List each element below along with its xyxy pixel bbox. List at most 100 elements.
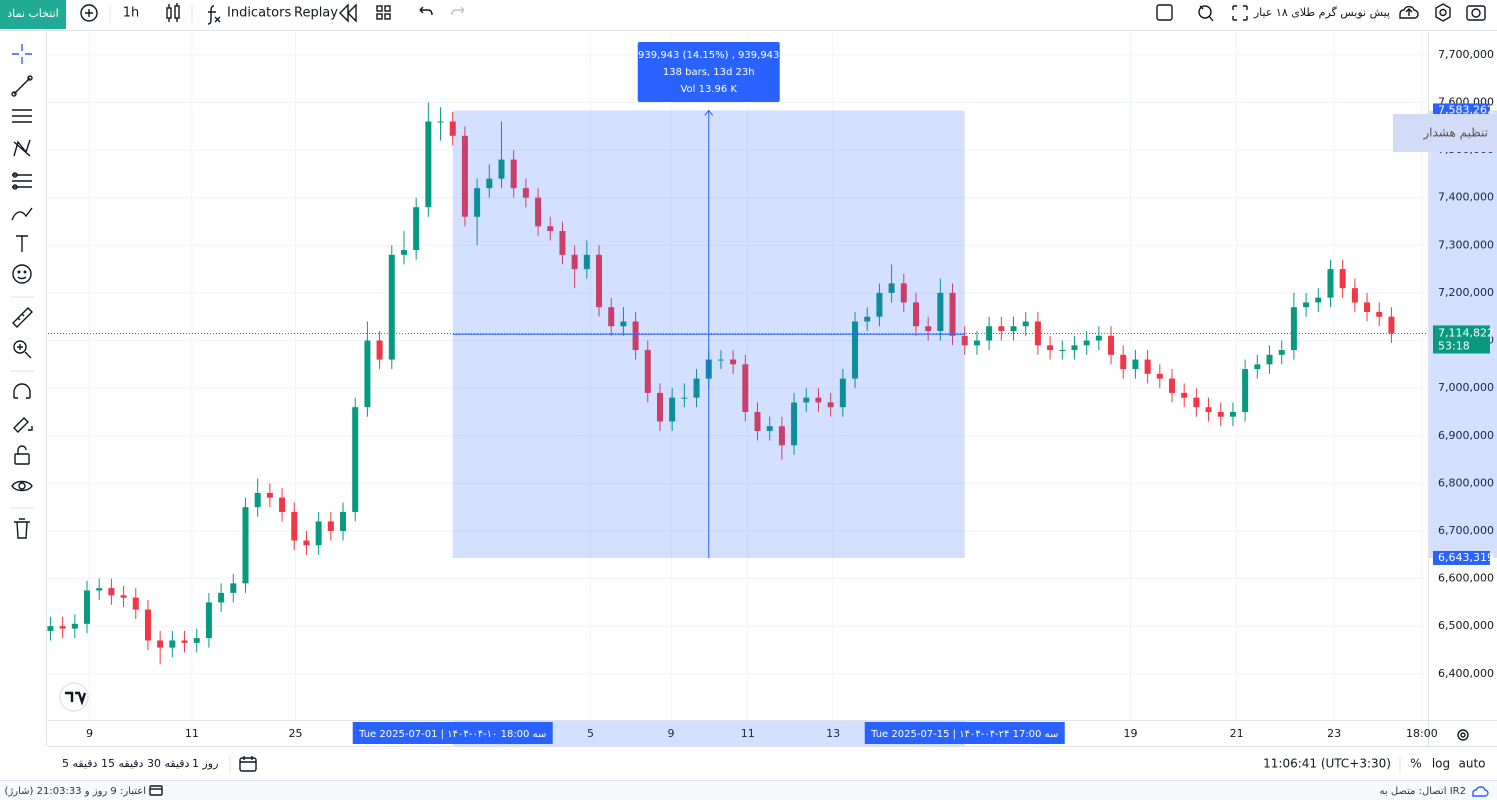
symbol-button[interactable] xyxy=(0,0,66,29)
candle-body xyxy=(961,335,968,346)
alert-popup xyxy=(1393,114,1497,152)
candle-body xyxy=(1047,345,1054,351)
symbol-name[interactable]: پیش نویس گرم طلای ۱۸ عیار xyxy=(1253,6,1390,19)
auto-toggle[interactable]: auto xyxy=(1458,757,1485,771)
price-pill-label: 7,583,262 xyxy=(1438,103,1494,116)
candle-body xyxy=(1034,321,1041,346)
x-tick-label: 9 xyxy=(667,727,674,740)
expand-icon[interactable] xyxy=(1232,5,1248,21)
price-pill xyxy=(1433,550,1490,565)
candle-body xyxy=(1120,354,1127,370)
candle-body xyxy=(1388,316,1395,334)
timeframe-button[interactable]: 30 دقیقه xyxy=(147,757,190,770)
replay-icon[interactable] xyxy=(339,3,357,23)
percent-toggle[interactable]: % xyxy=(1410,757,1421,771)
candle-body xyxy=(852,321,859,379)
candle-body xyxy=(157,640,164,648)
candle-body xyxy=(912,302,919,327)
candle-body xyxy=(1217,411,1224,417)
x-tick-label: 18:00 xyxy=(1406,727,1438,740)
candle-body xyxy=(413,207,420,251)
candle-body xyxy=(925,326,932,332)
add-symbol-icon[interactable] xyxy=(80,4,98,22)
log-toggle[interactable]: log xyxy=(1432,757,1450,771)
layouts-icon[interactable] xyxy=(376,5,391,20)
candle-body xyxy=(522,188,529,198)
candle-body xyxy=(291,511,298,541)
screenshot-icon[interactable] xyxy=(1466,5,1486,21)
indicators-icon[interactable] xyxy=(207,5,221,25)
candle-body xyxy=(583,254,590,270)
replay-button[interactable]: Replay xyxy=(294,6,338,21)
time-pill-label: Tue 2025-07-01 | ۱۴۰۴-۰۴-۱۰ 18:00 سه xyxy=(358,729,546,740)
date-range-icon[interactable] xyxy=(239,756,257,772)
candle-body xyxy=(778,426,785,446)
candle-body xyxy=(1083,340,1090,346)
candle-body xyxy=(669,397,676,422)
candle-body xyxy=(108,588,115,596)
credit-icon xyxy=(149,785,163,796)
candle-body xyxy=(998,326,1005,332)
y-tick-label: 7,700,000 xyxy=(1438,48,1494,61)
chart-type-icon[interactable] xyxy=(166,3,180,22)
interval[interactable]: 1h xyxy=(123,6,140,21)
candle-body xyxy=(1315,297,1322,303)
candle-body xyxy=(973,340,980,346)
candle-body xyxy=(1242,369,1249,412)
candle-body xyxy=(486,178,493,189)
candle-body xyxy=(376,340,383,360)
candle-body xyxy=(815,397,822,403)
candle-body xyxy=(791,402,798,446)
candle-body xyxy=(1339,269,1346,289)
candle-body xyxy=(437,121,444,123)
candle-body xyxy=(1132,359,1139,370)
alert-icon[interactable] xyxy=(1198,5,1214,22)
last-price-pill xyxy=(1433,325,1490,354)
y-tick-label: 6,700,000 xyxy=(1438,524,1494,537)
chart-pane: 6,400,000 6,500,000 6,600,000 6,700,000 6,80… xyxy=(47,32,1497,746)
candle-body xyxy=(59,626,66,629)
candle-body xyxy=(352,407,359,512)
y-tick-label: 7,400,000 xyxy=(1438,191,1494,204)
candle-body xyxy=(449,121,456,136)
connection-status: اتصال: متصل به IR2 xyxy=(1380,786,1467,797)
candle-body xyxy=(1156,373,1163,379)
timeframe-button[interactable]: 15 دقیقه xyxy=(101,757,144,770)
measure-arrow xyxy=(704,109,714,116)
settings-small-icon[interactable] xyxy=(1457,729,1469,741)
candle-body xyxy=(766,426,773,431)
countdown-label: 53:18 xyxy=(1438,339,1470,352)
indicators-button[interactable]: Indicators xyxy=(227,6,291,21)
cloud-icon[interactable] xyxy=(1399,5,1419,19)
last-price-label: 7,114,822 xyxy=(1438,326,1494,339)
drawing-tools[interactable] xyxy=(11,44,33,539)
measure-tooltip xyxy=(637,42,780,102)
timeframe-button[interactable]: 5 دقیقه xyxy=(62,757,98,770)
candle-body xyxy=(120,595,127,598)
redo-icon xyxy=(451,6,465,16)
candle-body xyxy=(498,159,505,179)
status-bar xyxy=(0,781,1497,800)
timeframe-button[interactable]: 1 روز xyxy=(192,757,218,770)
candle-body xyxy=(1303,302,1310,308)
candle-body xyxy=(266,492,273,498)
fullscreen-box-icon[interactable] xyxy=(1156,4,1173,21)
symbol-button-label[interactable]: انتخاب نماد xyxy=(7,7,58,20)
settings-icon[interactable] xyxy=(1435,3,1451,22)
measure-tooltip-line: Vol 13.96 K xyxy=(680,84,737,95)
candle-body xyxy=(1010,326,1017,332)
candle-body xyxy=(876,292,883,317)
candle-body xyxy=(181,640,188,643)
x-tick-label: 21 xyxy=(1230,727,1244,740)
candle-body xyxy=(644,350,651,393)
y-tick-label: 7,000,000 xyxy=(1438,381,1494,394)
candle-body xyxy=(230,583,237,593)
candle-body xyxy=(937,292,944,332)
time-pill-label: Tue 2025-07-15 | ۱۴۰۴-۰۴-۲۴ 17:00 سه xyxy=(870,729,1058,740)
candle-body xyxy=(205,602,212,639)
candle-body xyxy=(681,397,688,399)
candle-body xyxy=(1181,392,1188,398)
undo-icon[interactable] xyxy=(419,6,433,16)
time-pill xyxy=(352,722,553,744)
y-tick-label: 7,300,000 xyxy=(1438,238,1494,251)
